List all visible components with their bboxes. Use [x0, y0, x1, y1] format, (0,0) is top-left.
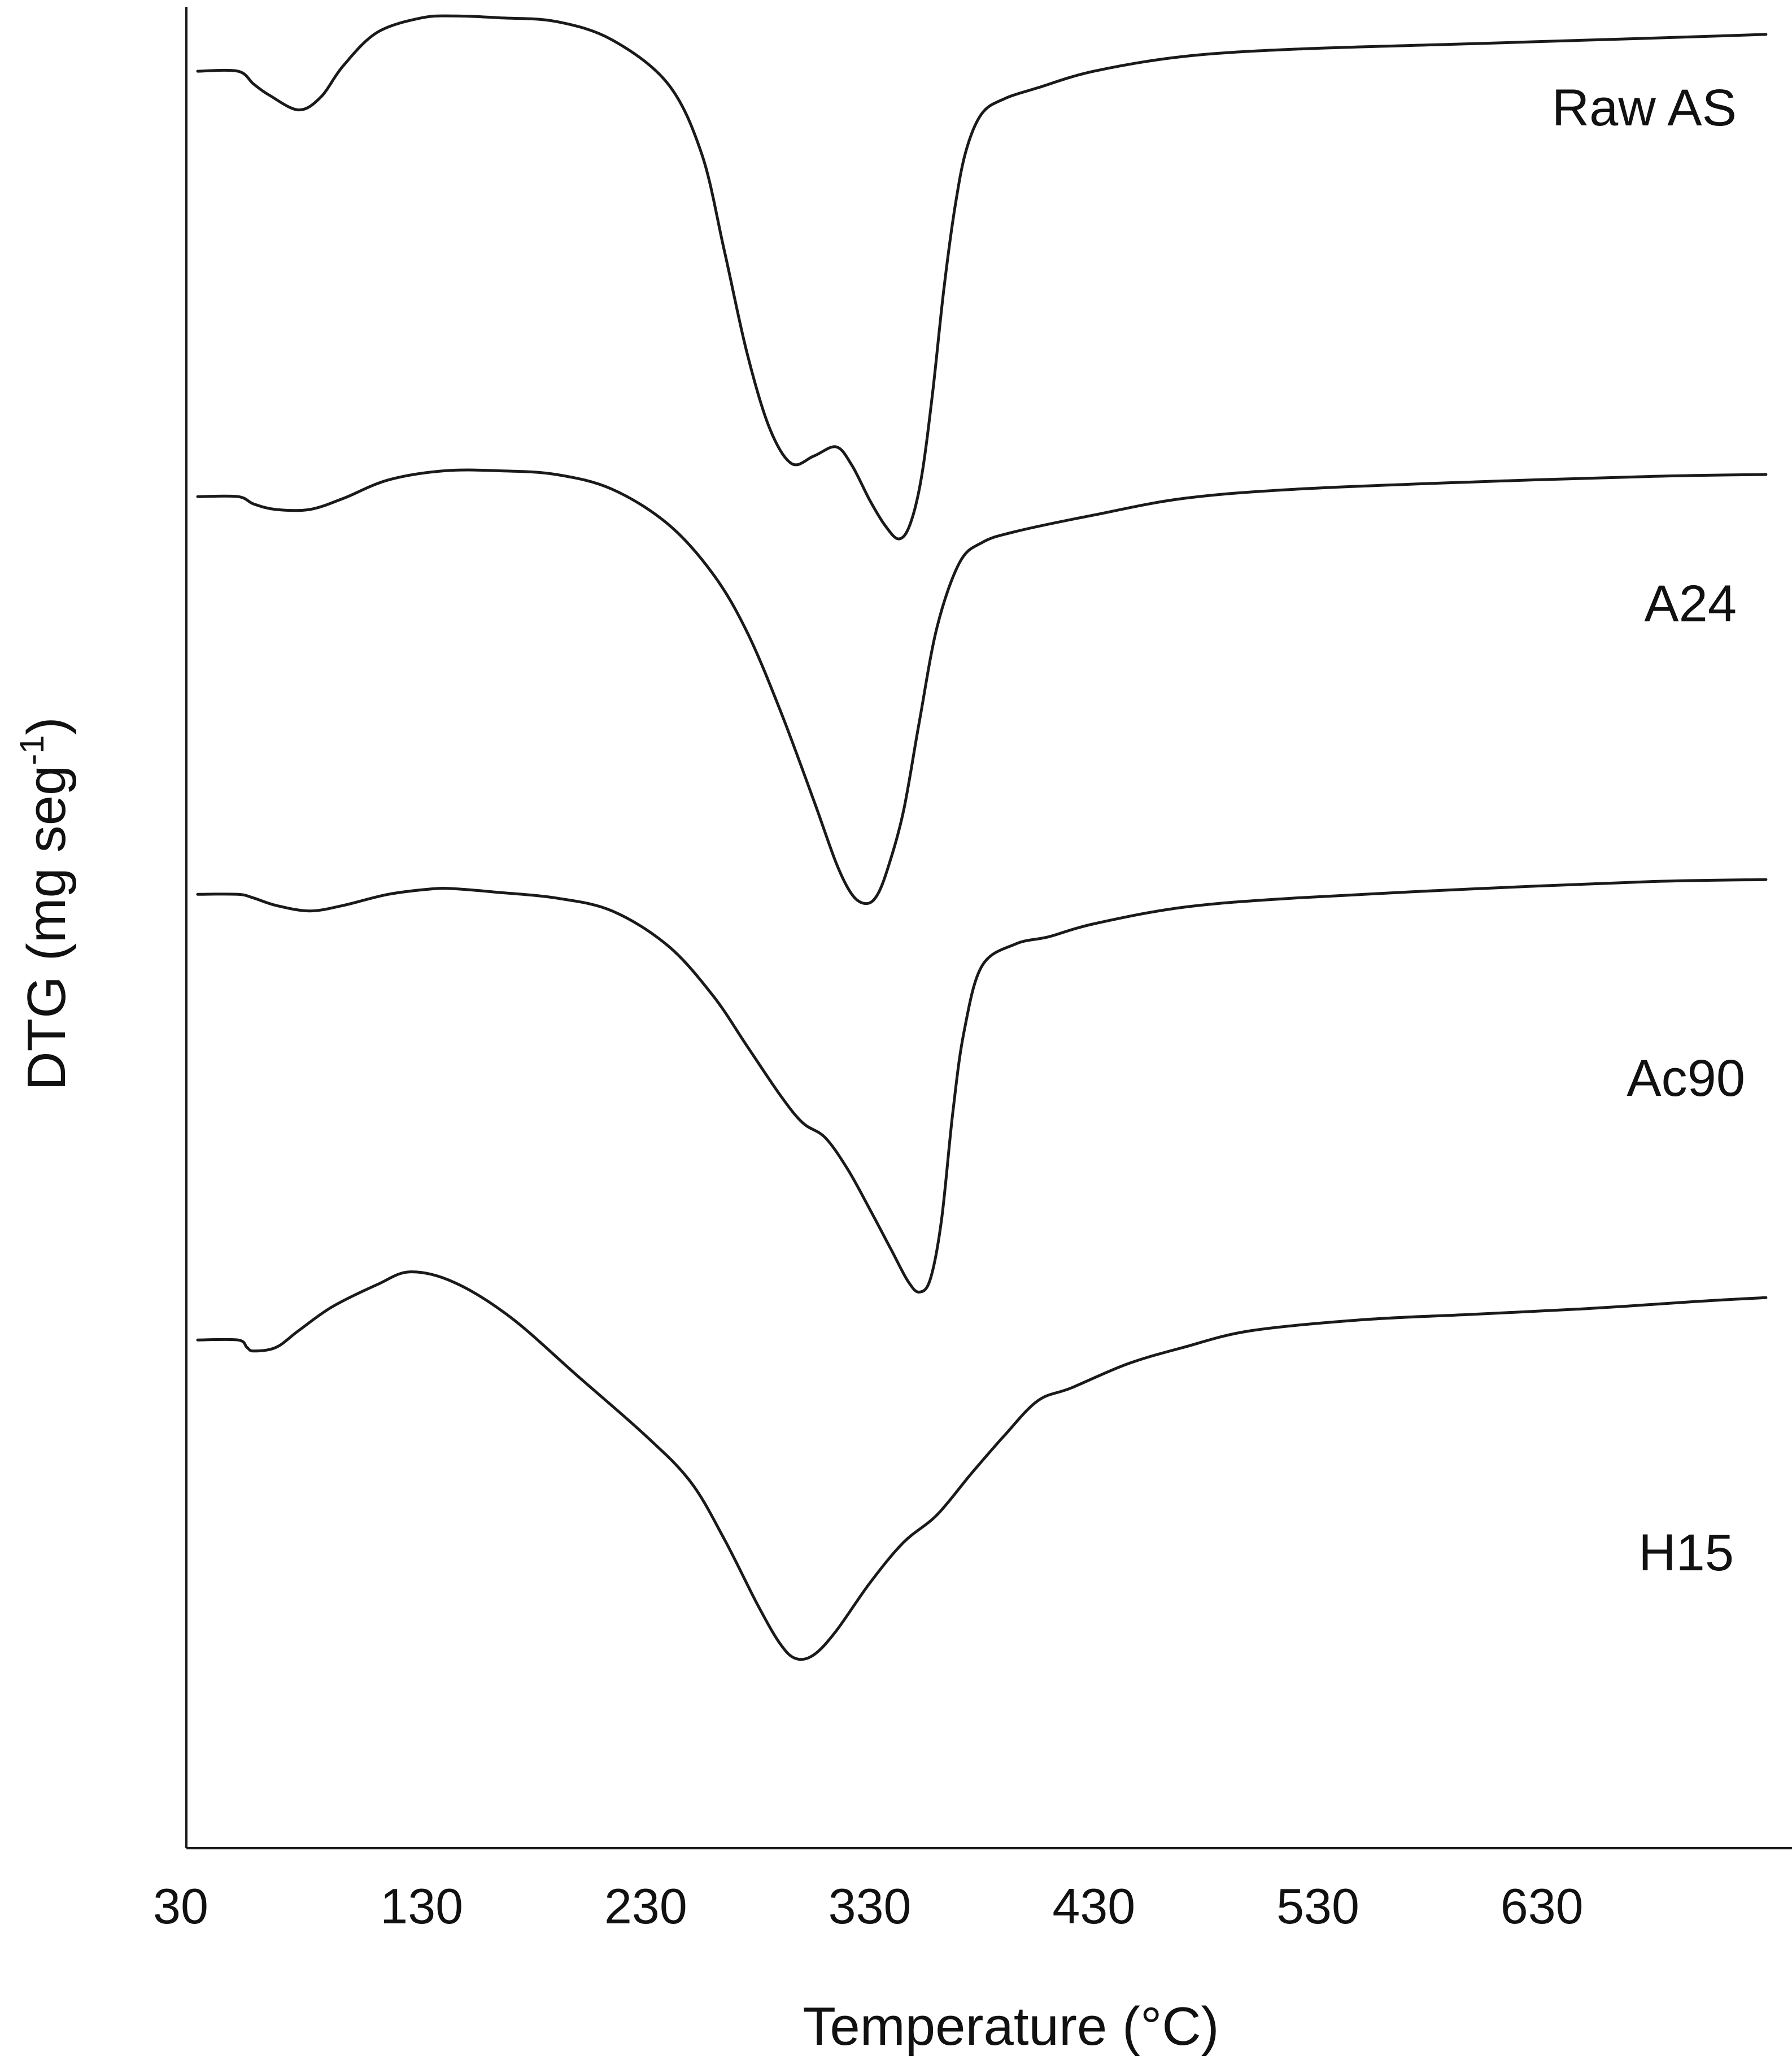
series-line-a24: [196, 468, 1768, 905]
series-line-ac90: [196, 878, 1768, 1294]
series-curves: [196, 14, 1768, 1661]
y-axis-title: DTG (mg seg-1): [13, 717, 77, 1090]
series-line-raw-as: [196, 14, 1768, 541]
y-axis-title-main: DTG (mg seg: [16, 765, 77, 1091]
x-tick-label-330: 330: [829, 1878, 912, 1934]
series-label-ac90: Ac90: [1627, 1050, 1745, 1107]
x-tick-labels: 30 130 230 330 430 530 630: [153, 1878, 1584, 1934]
x-tick-label-430: 430: [1052, 1878, 1135, 1934]
series-labels: Raw AS A24 Ac90 H15: [1552, 79, 1745, 1582]
x-tick-label-530: 530: [1276, 1878, 1359, 1934]
series-label-raw-as: Raw AS: [1552, 79, 1737, 137]
x-axis-title: Temperature (°C): [803, 1996, 1219, 2057]
x-tick-label-130: 130: [380, 1878, 463, 1934]
series-label-h15: H15: [1638, 1524, 1734, 1582]
y-axis-title-close: ): [16, 717, 77, 735]
series-line-h15: [196, 1270, 1768, 1661]
x-tick-label-630: 630: [1501, 1878, 1584, 1934]
x-tick-label-30: 30: [153, 1878, 208, 1934]
x-tick-label-230: 230: [604, 1878, 687, 1934]
y-axis-title-superscript: -1: [13, 735, 51, 765]
series-label-a24: A24: [1644, 575, 1737, 633]
